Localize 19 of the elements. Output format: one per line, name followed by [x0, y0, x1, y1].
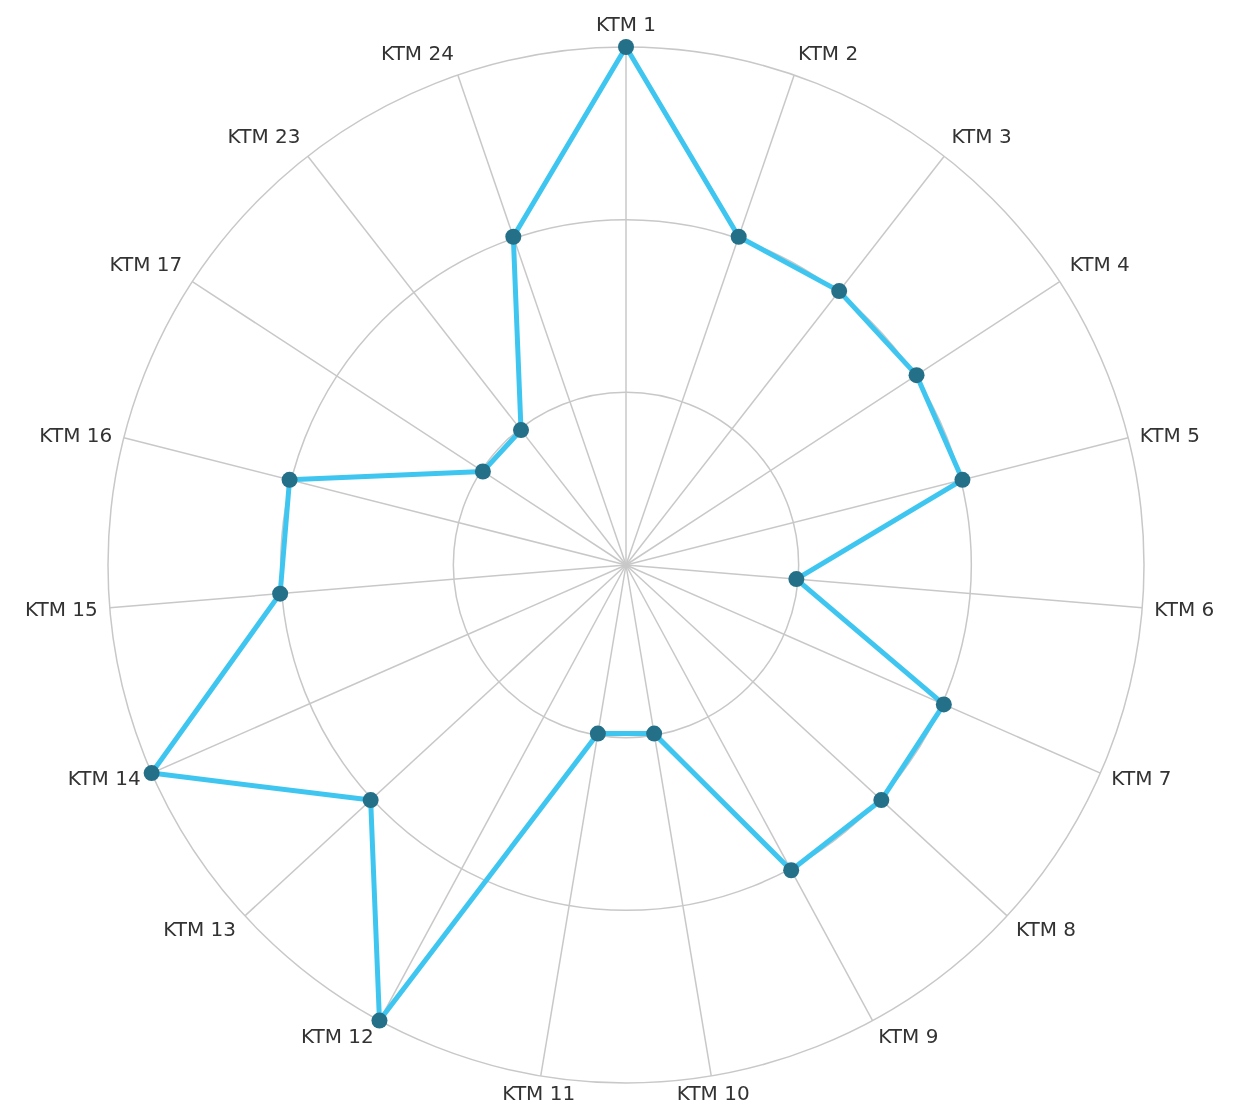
spoke-label: KTM 12 [300, 1024, 374, 1049]
spoke-label: KTM 11 [502, 1080, 576, 1105]
spoke-label: KTM 3 [951, 123, 1012, 148]
spoke-label: KTM 2 [798, 40, 859, 65]
spoke-label: KTM 10 [676, 1080, 750, 1105]
spoke-label: KTM 23 [227, 123, 301, 148]
spoke-label: KTM 6 [1154, 596, 1215, 621]
spoke-label: KTM 14 [67, 765, 141, 790]
spoke-label: KTM 17 [109, 252, 183, 277]
spoke-label: KTM 8 [1015, 916, 1077, 941]
spoke-label: KTM 7 [1111, 765, 1172, 790]
spoke-label: KTM 4 [1069, 252, 1130, 277]
spoke-label: KTM 16 [39, 422, 113, 447]
spoke-label: KTM 9 [878, 1024, 939, 1049]
spoke-label: KTM 15 [24, 596, 98, 621]
spoke-label: KTM 5 [1139, 422, 1200, 447]
spoke-label: KTM 1 [595, 12, 657, 36]
spoke-label: KTM 13 [163, 916, 237, 941]
spoke-label: KTM 24 [381, 40, 454, 65]
